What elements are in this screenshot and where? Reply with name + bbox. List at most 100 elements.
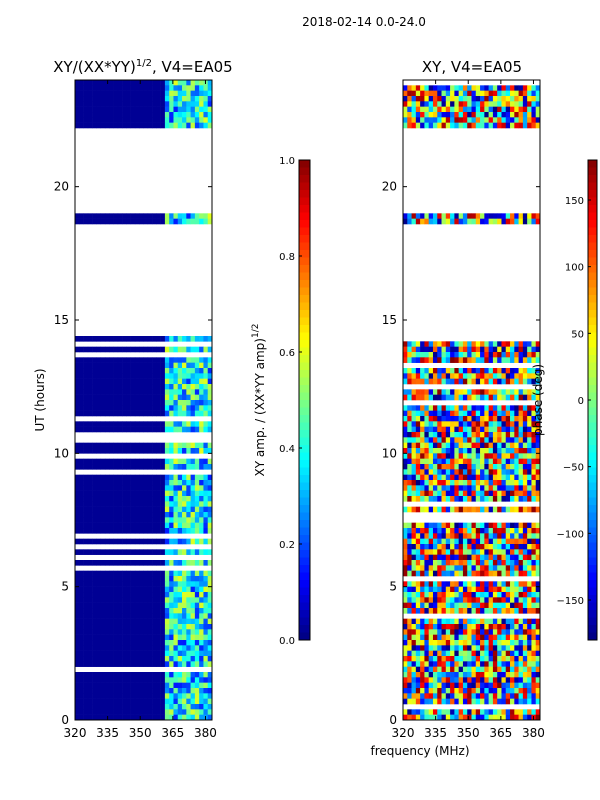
left-heatmap-cell (117, 714, 123, 721)
right-heatmap-cell (527, 586, 532, 593)
left-heatmap-cell (100, 592, 106, 598)
right-heatmap-cell (454, 565, 459, 571)
right-heatmap-cell (522, 357, 528, 363)
left-heatmap-cell (117, 528, 123, 534)
left-heatmap-cell (134, 85, 140, 91)
right-heatmap-cell (420, 474, 425, 481)
left-heatmap-cell (126, 538, 131, 545)
right-heatmap-cell (471, 533, 477, 539)
left-heatmap-cell (156, 389, 161, 395)
left-heatmap-cell (160, 656, 166, 662)
left-heatmap-cell (194, 426, 200, 433)
left-heatmap-cell (203, 373, 209, 379)
right-colorbar-segment (588, 265, 597, 273)
right-colorbar-segment (588, 355, 597, 363)
left-heatmap-cell (113, 464, 119, 470)
left-heatmap-cell (126, 336, 131, 342)
left-heatmap-cell (173, 112, 179, 118)
left-heatmap-cell (109, 421, 114, 427)
right-heatmap-cell (403, 112, 408, 118)
right-heatmap-cell (450, 634, 455, 641)
left-heatmap-cell (139, 458, 144, 465)
right-heatmap-cell (428, 442, 434, 449)
left-heatmap-cell (160, 602, 166, 609)
left-heatmap-cell (186, 597, 191, 603)
left-heatmap-cell (109, 218, 114, 225)
left-heatmap-cell (117, 570, 123, 577)
right-heatmap-cell (454, 426, 459, 433)
left-heatmap-cell (79, 650, 84, 657)
left-heatmap-cell (199, 384, 204, 390)
left-heatmap-cell (100, 421, 106, 427)
left-heatmap-cell (104, 560, 110, 566)
left-heatmap-cell (79, 448, 84, 454)
left-heatmap-cell (79, 464, 84, 470)
left-heatmap-cell (156, 485, 161, 491)
right-heatmap-cell (488, 522, 494, 529)
right-heatmap-cell (505, 469, 511, 475)
left-heatmap-cell (130, 410, 136, 417)
left-heatmap-cell (186, 80, 191, 86)
left-heatmap-cell (169, 373, 174, 379)
right-heatmap-cell (437, 549, 442, 555)
left-heatmap-cell (139, 90, 144, 97)
left-heatmap-cell (92, 538, 97, 545)
left-heatmap-cell (190, 106, 196, 113)
right-heatmap-cell (445, 368, 451, 374)
left-heatmap-cell (164, 650, 170, 657)
right-heatmap-cell (501, 714, 507, 721)
left-heatmap-cell (203, 613, 209, 619)
right-heatmap-cell (492, 453, 498, 459)
right-heatmap-cell (497, 213, 502, 219)
right-heatmap-cell (458, 218, 464, 225)
left-heatmap-cell (147, 645, 153, 651)
left-heatmap-cell (139, 213, 144, 219)
left-heatmap-cell (169, 618, 174, 625)
right-heatmap-cell (445, 602, 451, 609)
left-heatmap-cell (130, 336, 136, 342)
right-heatmap-cell (535, 464, 541, 470)
left-heatmap-cell (203, 672, 209, 678)
right-heatmap-cell (510, 101, 515, 107)
left-heatmap-cell (79, 373, 84, 379)
right-x-tick-label: 350 (457, 726, 480, 740)
left-heatmap-cell (173, 714, 179, 721)
left-heatmap-cell (139, 368, 144, 374)
right-heatmap-cell (424, 544, 429, 550)
left-heatmap-cell (96, 624, 101, 630)
right-heatmap-cell (501, 448, 507, 454)
left-heatmap-cell (79, 122, 84, 129)
left-colorbar-segment (299, 445, 310, 453)
left-heatmap-cell (87, 405, 93, 411)
right-heatmap-cell (458, 357, 464, 363)
left-heatmap-cell (199, 560, 204, 566)
right-heatmap-cell (514, 474, 519, 481)
left-heatmap-cell (79, 384, 84, 390)
left-heatmap-cell (190, 346, 196, 353)
right-heatmap-cell (437, 714, 442, 721)
left-heatmap-cell (164, 634, 170, 641)
right-heatmap-cell (510, 618, 515, 625)
right-colorbar-tick-label: 0 (578, 396, 584, 407)
left-heatmap-cell (130, 522, 136, 529)
right-heatmap-cell (475, 442, 481, 449)
left-heatmap-cell (194, 362, 200, 369)
right-heatmap-cell (403, 85, 408, 91)
right-heatmap-cell (492, 693, 498, 699)
right-heatmap-cell (484, 565, 489, 571)
right-heatmap-cell (535, 714, 541, 721)
left-heatmap-cell (83, 362, 89, 369)
left-heatmap-cell (160, 106, 166, 113)
right-heatmap-cell (450, 640, 455, 646)
right-heatmap-cell (428, 698, 434, 705)
right-heatmap-cell (458, 474, 464, 481)
right-heatmap-cell (514, 634, 519, 641)
right-heatmap-cell (428, 586, 434, 593)
left-heatmap-cell (190, 421, 196, 427)
right-heatmap-cell (514, 378, 519, 385)
left-heatmap-cell (147, 490, 153, 497)
right-heatmap-cell (501, 458, 507, 465)
left-heatmap-cell (100, 645, 106, 651)
right-heatmap-cell (437, 96, 442, 102)
left-heatmap-cell (160, 373, 166, 379)
